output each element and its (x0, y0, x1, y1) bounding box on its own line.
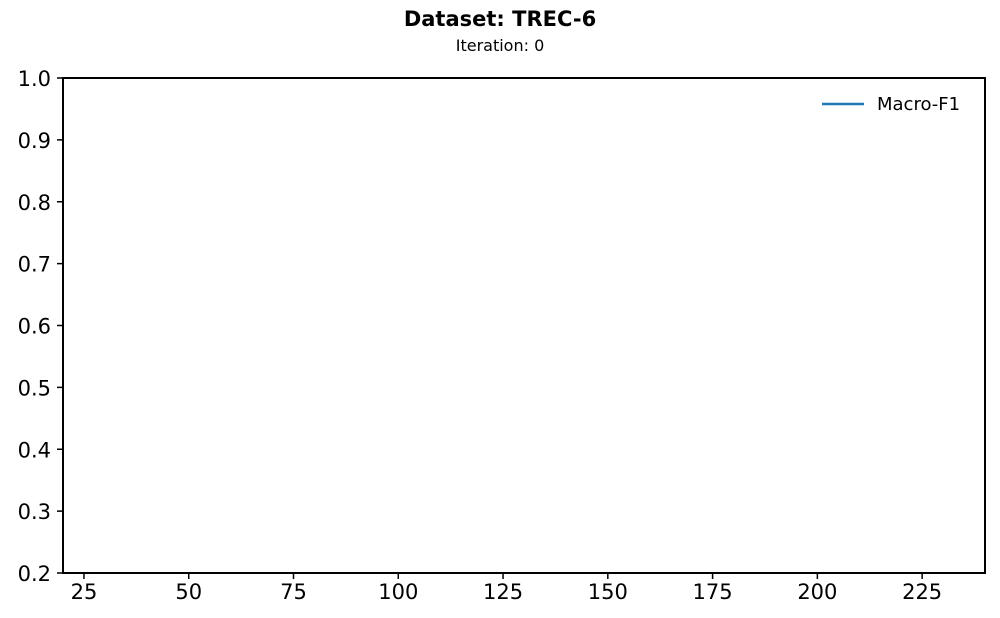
legend: Macro-F1 (822, 94, 960, 115)
y-tick-label: 1.0 (18, 67, 51, 91)
x-tick-label: 225 (902, 580, 942, 604)
x-tick-label: 50 (175, 580, 202, 604)
x-axis: 25 50 75 100 125 150 175 200 225 (71, 573, 942, 604)
x-tick-label: 125 (483, 580, 523, 604)
y-tick-label: 0.3 (18, 500, 51, 524)
y-tick-label: 0.5 (18, 376, 51, 400)
y-axis: 0.2 0.3 0.4 0.5 0.6 0.7 0.8 0.9 1.0 (18, 67, 63, 586)
chart-title: Dataset: TREC-6 (403, 7, 597, 31)
legend-label: Macro-F1 (877, 94, 960, 115)
y-tick-label: 0.9 (18, 129, 51, 153)
x-tick-label: 25 (71, 580, 98, 604)
x-tick-label: 175 (693, 580, 733, 604)
y-tick-label: 0.4 (18, 438, 51, 462)
y-tick-label: 0.7 (18, 253, 51, 277)
chart-subtitle: Iteration: 0 (455, 36, 545, 55)
x-tick-label: 150 (588, 580, 628, 604)
y-tick-label: 0.2 (18, 562, 51, 586)
x-tick-label: 200 (797, 580, 837, 604)
y-tick-label: 0.6 (18, 315, 51, 339)
x-tick-label: 100 (378, 580, 418, 604)
x-tick-label: 75 (280, 580, 307, 604)
plot-frame (62, 77, 986, 574)
y-tick-label: 0.8 (18, 191, 51, 215)
